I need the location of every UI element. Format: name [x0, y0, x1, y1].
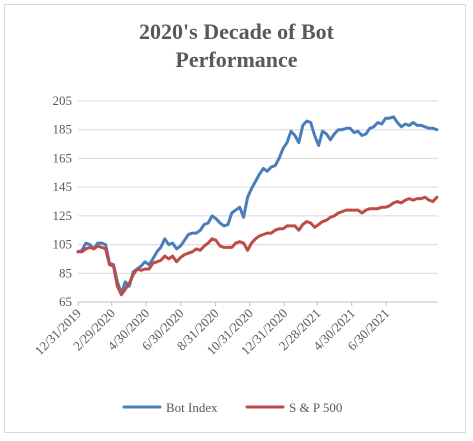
legend-label: Bot Index: [166, 400, 218, 415]
chart-area: [4, 4, 466, 433]
y-tick-label: 85: [59, 265, 72, 280]
y-tick-label: 165: [53, 150, 73, 165]
y-tick-label: 205: [53, 93, 73, 108]
chart-title-line-1: 2020's Decade of Bot: [139, 19, 334, 44]
y-tick-label: 145: [53, 179, 73, 194]
series-line-bot-index: [76, 115, 439, 295]
chart-title-line-2: Performance: [175, 47, 298, 72]
y-tick-label: 125: [53, 208, 73, 223]
legend-label: S & P 500: [289, 400, 342, 415]
series-line-sp500: [76, 195, 439, 297]
y-tick-label: 65: [59, 294, 72, 309]
chart-title: 2020's Decade of Bot Performance: [0, 18, 473, 74]
y-tick-label: 105: [53, 237, 73, 252]
y-tick-label: 185: [53, 122, 73, 137]
